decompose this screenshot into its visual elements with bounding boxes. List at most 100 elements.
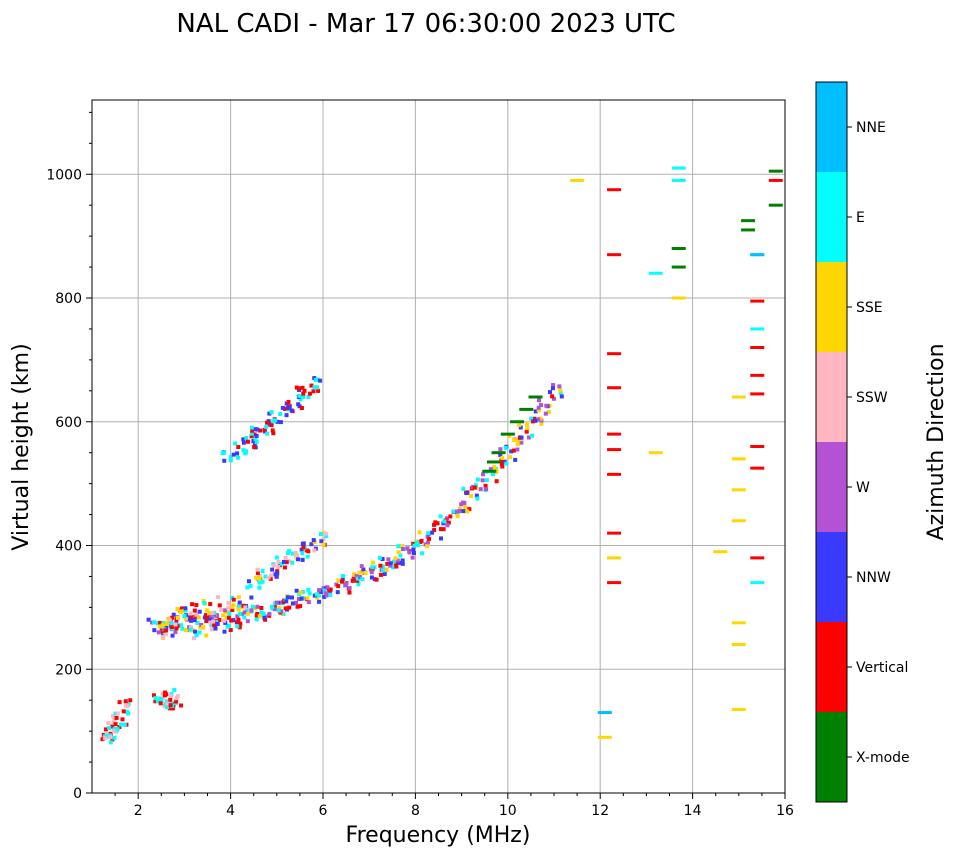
data-point (187, 615, 192, 620)
y-tick-label: 200 (55, 662, 82, 678)
data-point (182, 614, 187, 618)
data-point (316, 593, 321, 598)
data-point (533, 418, 538, 423)
data-point (388, 563, 393, 568)
data-point (167, 617, 172, 622)
data-point (290, 560, 295, 565)
data-point (112, 726, 117, 731)
data-point (298, 590, 303, 595)
data-point (498, 453, 503, 458)
data-point (713, 550, 728, 554)
data-point (500, 464, 505, 469)
data-point (312, 385, 317, 390)
data-point (231, 618, 236, 623)
data-point (302, 388, 307, 393)
data-point (163, 628, 168, 633)
data-point (317, 599, 322, 604)
data-point (123, 703, 128, 708)
data-point (278, 420, 283, 425)
data-point (277, 605, 282, 610)
data-point (287, 549, 292, 554)
data-point (538, 416, 543, 421)
data-point (161, 621, 166, 626)
data-point (276, 560, 281, 565)
data-point (250, 428, 255, 433)
data-point (201, 624, 206, 629)
data-point (425, 544, 430, 549)
data-point (448, 514, 453, 519)
data-point (306, 600, 311, 605)
data-point (164, 623, 169, 628)
data-point (309, 542, 314, 547)
data-point (175, 606, 180, 611)
data-point (158, 701, 163, 706)
data-point (461, 509, 466, 514)
x-tick-label: 16 (776, 803, 794, 819)
colorbar-label-ssw: SSW (856, 390, 888, 406)
data-point (503, 445, 508, 450)
data-point (475, 496, 480, 501)
x-tick-label: 14 (684, 803, 702, 819)
data-point (369, 570, 374, 575)
data-point (204, 633, 209, 638)
data-point (260, 579, 265, 584)
data-point (194, 633, 199, 638)
data-point (324, 591, 329, 596)
data-point (204, 608, 209, 613)
data-point (455, 509, 460, 514)
data-point (264, 424, 269, 429)
colorbar-segment (816, 82, 847, 172)
data-point (544, 403, 549, 408)
data-point (396, 544, 401, 549)
data-point (276, 600, 281, 605)
data-point (153, 696, 158, 701)
data-point (242, 450, 247, 455)
data-point (296, 386, 301, 391)
data-point (296, 597, 301, 602)
data-point (415, 543, 420, 548)
data-point (491, 451, 506, 455)
data-point (257, 614, 262, 619)
data-point (237, 600, 242, 605)
data-point (241, 448, 246, 453)
data-point (305, 596, 310, 601)
data-point (432, 527, 437, 532)
data-point (121, 709, 126, 714)
data-point (220, 613, 225, 618)
data-point (323, 531, 328, 536)
data-point (467, 507, 472, 512)
data-point (151, 693, 156, 698)
data-point (321, 586, 326, 591)
data-point (455, 514, 460, 519)
data-point (180, 626, 185, 631)
data-point (183, 606, 188, 611)
y-axis: 0 200 400 600 800 1000 (46, 111, 92, 802)
data-point (249, 434, 254, 439)
data-point (208, 620, 213, 625)
data-point (322, 588, 327, 593)
colorbar-label-nnw: NNW (856, 570, 891, 586)
data-point (205, 615, 210, 620)
data-point (432, 522, 437, 527)
data-point (282, 565, 287, 570)
data-point (252, 444, 257, 449)
data-point (648, 451, 663, 455)
data-point (490, 472, 495, 477)
data-point (280, 405, 285, 410)
data-point (270, 567, 275, 572)
data-point (741, 219, 756, 223)
data-point (319, 539, 324, 544)
data-point (512, 448, 517, 453)
data-point (519, 440, 524, 445)
data-point (265, 431, 270, 436)
data-point (607, 448, 622, 452)
data-point (106, 734, 111, 739)
data-point (358, 575, 363, 580)
data-point (178, 610, 183, 615)
data-point (249, 425, 254, 430)
plot-area (91, 99, 786, 794)
data-point (174, 699, 179, 704)
data-point (257, 585, 262, 590)
data-point (328, 592, 333, 597)
data-point (233, 441, 238, 446)
